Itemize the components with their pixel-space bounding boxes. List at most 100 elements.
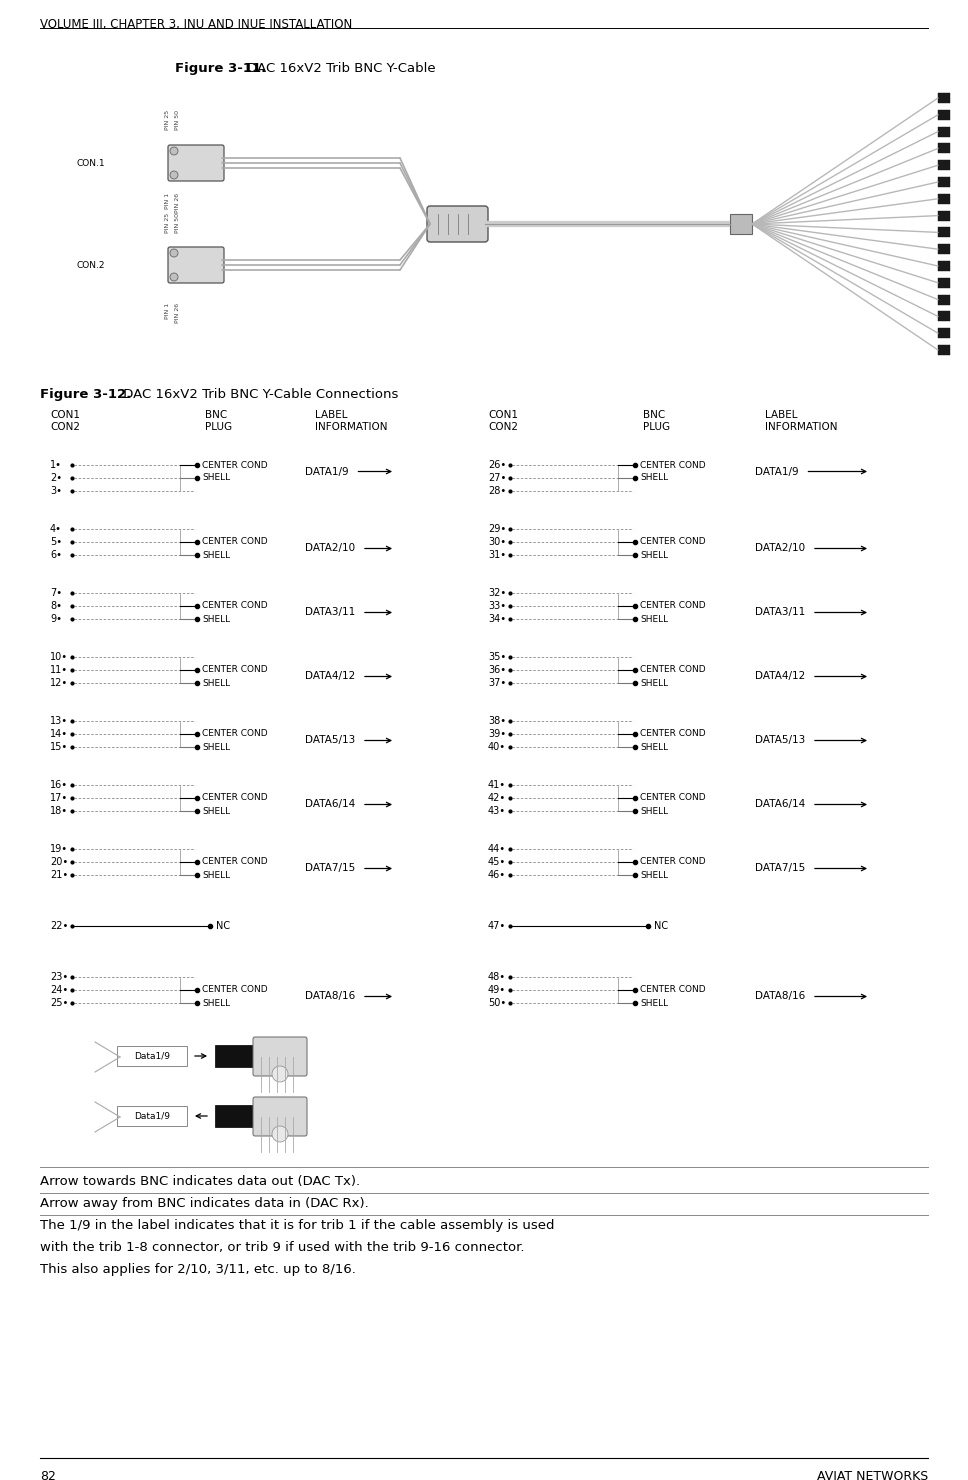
Text: 48•: 48• xyxy=(488,972,506,983)
Text: SHELL: SHELL xyxy=(640,678,668,688)
Text: 45•: 45• xyxy=(488,857,506,867)
Bar xyxy=(938,160,950,170)
Text: PIN 1: PIN 1 xyxy=(165,192,170,209)
Bar xyxy=(215,1106,255,1126)
Text: CENTER COND: CENTER COND xyxy=(640,793,706,802)
Text: 30•: 30• xyxy=(488,537,506,548)
Circle shape xyxy=(170,249,178,258)
Text: 7•: 7• xyxy=(50,588,62,598)
Text: LABEL: LABEL xyxy=(315,410,348,420)
Text: CON2: CON2 xyxy=(488,422,518,432)
Text: Figure 3-12.: Figure 3-12. xyxy=(40,388,132,401)
Text: 35•: 35• xyxy=(488,653,506,662)
Text: 23•: 23• xyxy=(50,972,69,983)
Text: 22•: 22• xyxy=(50,921,69,931)
Text: 19•: 19• xyxy=(50,844,68,854)
Text: 50•: 50• xyxy=(488,998,506,1008)
Bar xyxy=(938,295,950,305)
Text: SHELL: SHELL xyxy=(640,614,668,623)
Text: 4•: 4• xyxy=(50,524,62,534)
Text: LABEL: LABEL xyxy=(765,410,798,420)
Bar xyxy=(938,345,950,355)
Text: DATA1/9: DATA1/9 xyxy=(755,466,799,477)
Text: SHELL: SHELL xyxy=(640,870,668,879)
Text: 34•: 34• xyxy=(488,614,506,625)
Text: 13•: 13• xyxy=(50,716,68,727)
Text: BNC: BNC xyxy=(205,410,227,420)
Text: 38•: 38• xyxy=(488,716,506,727)
Text: Data1/9: Data1/9 xyxy=(134,1111,170,1120)
Text: CENTER COND: CENTER COND xyxy=(640,537,706,546)
Text: DATA5/13: DATA5/13 xyxy=(755,736,805,746)
Bar xyxy=(938,93,950,104)
Text: CENTER COND: CENTER COND xyxy=(202,537,267,546)
Circle shape xyxy=(170,172,178,179)
Text: 6•: 6• xyxy=(50,551,62,559)
Text: 14•: 14• xyxy=(50,730,68,739)
Text: 17•: 17• xyxy=(50,793,69,804)
Text: NC: NC xyxy=(654,921,668,931)
Text: PIN 1: PIN 1 xyxy=(165,303,170,320)
FancyBboxPatch shape xyxy=(168,145,224,181)
Text: Data1/9: Data1/9 xyxy=(134,1051,170,1061)
Text: SHELL: SHELL xyxy=(640,743,668,752)
Text: 47•: 47• xyxy=(488,921,506,931)
Bar xyxy=(730,215,752,234)
Text: with the trib 1-8 connector, or trib 9 if used with the trib 9-16 connector.: with the trib 1-8 connector, or trib 9 i… xyxy=(40,1242,525,1254)
Text: 42•: 42• xyxy=(488,793,506,804)
Text: 5•: 5• xyxy=(50,537,62,548)
Text: DAC 16xV2 Trib BNC Y-Cable Connections: DAC 16xV2 Trib BNC Y-Cable Connections xyxy=(119,388,399,401)
Text: 33•: 33• xyxy=(488,601,506,611)
Text: CON1: CON1 xyxy=(50,410,80,420)
Bar xyxy=(938,144,950,154)
Text: CENTER COND: CENTER COND xyxy=(640,730,706,739)
Text: DATA3/11: DATA3/11 xyxy=(755,607,805,617)
Circle shape xyxy=(272,1126,288,1143)
Text: SHELL: SHELL xyxy=(202,870,230,879)
FancyBboxPatch shape xyxy=(117,1106,187,1126)
Text: 41•: 41• xyxy=(488,780,506,790)
Text: DATA4/12: DATA4/12 xyxy=(755,672,805,681)
Text: PLUG: PLUG xyxy=(643,422,670,432)
Text: DATA2/10: DATA2/10 xyxy=(305,543,355,554)
Text: Arrow towards BNC indicates data out (DAC Tx).: Arrow towards BNC indicates data out (DA… xyxy=(40,1175,360,1188)
Circle shape xyxy=(170,272,178,281)
Bar xyxy=(938,228,950,237)
Bar xyxy=(938,127,950,136)
Bar xyxy=(938,278,950,287)
Bar xyxy=(938,110,950,120)
Text: SHELL: SHELL xyxy=(202,474,230,482)
Text: SHELL: SHELL xyxy=(640,999,668,1008)
Text: The 1/9 in the label indicates that it is for trib 1 if the cable assembly is us: The 1/9 in the label indicates that it i… xyxy=(40,1220,555,1231)
Text: CENTER COND: CENTER COND xyxy=(640,601,706,610)
Text: CENTER COND: CENTER COND xyxy=(202,666,267,675)
Text: DATA1/9: DATA1/9 xyxy=(305,466,348,477)
Text: Arrow away from BNC indicates data in (DAC Rx).: Arrow away from BNC indicates data in (D… xyxy=(40,1197,369,1211)
Text: CENTER COND: CENTER COND xyxy=(640,986,706,995)
Text: 16•: 16• xyxy=(50,780,68,790)
Text: 25•: 25• xyxy=(50,998,69,1008)
Text: 32•: 32• xyxy=(488,588,506,598)
Text: PIN 25: PIN 25 xyxy=(165,213,170,234)
Circle shape xyxy=(272,1066,288,1082)
Text: 1•: 1• xyxy=(50,460,62,471)
Text: SHELL: SHELL xyxy=(202,614,230,623)
Text: 8•: 8• xyxy=(50,601,62,611)
Text: BNC: BNC xyxy=(643,410,665,420)
Text: 37•: 37• xyxy=(488,678,506,688)
Bar xyxy=(215,1045,255,1067)
Text: 26•: 26• xyxy=(488,460,506,471)
Text: PIN 50: PIN 50 xyxy=(175,213,180,232)
Text: PIN 26: PIN 26 xyxy=(175,303,180,323)
Text: SHELL: SHELL xyxy=(640,474,668,482)
Bar xyxy=(938,311,950,321)
FancyBboxPatch shape xyxy=(253,1097,307,1137)
Text: CON.2: CON.2 xyxy=(76,260,105,269)
Text: PIN 50: PIN 50 xyxy=(175,110,180,130)
Text: 39•: 39• xyxy=(488,730,506,739)
Text: 46•: 46• xyxy=(488,870,506,881)
Text: 15•: 15• xyxy=(50,741,69,752)
Text: CON.1: CON.1 xyxy=(76,158,105,167)
Text: 21•: 21• xyxy=(50,870,69,881)
Bar xyxy=(938,210,950,221)
